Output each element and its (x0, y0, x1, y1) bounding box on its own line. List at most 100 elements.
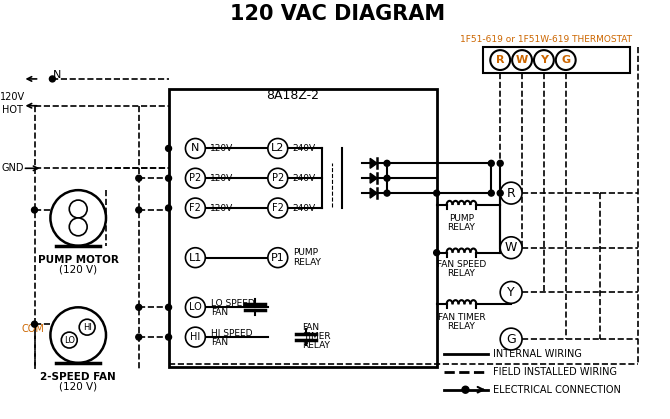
Text: FAN: FAN (303, 323, 320, 332)
Text: 240V: 240V (293, 204, 316, 212)
Circle shape (165, 334, 172, 340)
Text: PUMP: PUMP (293, 248, 318, 257)
Text: LO: LO (189, 302, 202, 312)
Text: FAN SPEED: FAN SPEED (437, 260, 486, 269)
Text: W: W (516, 55, 528, 65)
Circle shape (433, 250, 440, 256)
Circle shape (556, 50, 576, 70)
Circle shape (136, 304, 142, 310)
Text: R: R (507, 186, 515, 199)
Circle shape (384, 160, 390, 166)
Text: 120V: 120V (210, 204, 234, 212)
Circle shape (488, 160, 494, 166)
Text: R: R (496, 55, 505, 65)
Bar (169, 89, 437, 367)
Text: HI: HI (190, 332, 200, 342)
Text: 1F51-619 or 1F51W-619 THERMOSTAT: 1F51-619 or 1F51W-619 THERMOSTAT (460, 35, 632, 44)
Circle shape (31, 321, 38, 327)
Text: GND: GND (1, 163, 24, 173)
Text: PUMP MOTOR: PUMP MOTOR (38, 255, 119, 265)
Text: FAN TIMER: FAN TIMER (438, 313, 485, 322)
Text: COM: COM (21, 324, 44, 334)
Circle shape (136, 334, 142, 340)
Circle shape (165, 205, 172, 211)
Circle shape (31, 207, 38, 213)
Text: FAN: FAN (211, 308, 228, 317)
Text: W: W (505, 241, 517, 254)
Text: Y: Y (540, 55, 548, 65)
Text: LO: LO (64, 336, 75, 344)
Text: 240V: 240V (293, 174, 316, 183)
Text: 120V: 120V (0, 92, 25, 102)
Text: LO SPEED: LO SPEED (211, 299, 255, 308)
Circle shape (165, 304, 172, 310)
Text: N: N (52, 70, 61, 80)
Text: 8A18Z-2: 8A18Z-2 (266, 89, 319, 102)
Text: F2: F2 (190, 203, 201, 213)
Circle shape (497, 190, 503, 196)
Text: L1: L1 (189, 253, 202, 263)
Circle shape (50, 307, 106, 363)
Circle shape (268, 248, 287, 268)
Circle shape (512, 50, 532, 70)
Text: G: G (507, 333, 516, 346)
Text: Y: Y (507, 286, 515, 299)
Text: (120 V): (120 V) (59, 382, 97, 392)
Circle shape (268, 198, 287, 218)
Circle shape (50, 76, 56, 82)
Text: 240V: 240V (293, 144, 316, 153)
Text: RELAY: RELAY (293, 258, 320, 267)
Circle shape (186, 198, 205, 218)
Circle shape (165, 175, 172, 181)
Text: HOT: HOT (2, 105, 23, 115)
Text: FIELD INSTALLED WIRING: FIELD INSTALLED WIRING (493, 367, 617, 377)
Polygon shape (370, 173, 377, 183)
Text: P2: P2 (189, 173, 202, 183)
Circle shape (69, 218, 87, 236)
Circle shape (534, 50, 554, 70)
Text: P1: P1 (271, 253, 285, 263)
Text: 2-SPEED FAN: 2-SPEED FAN (40, 372, 116, 382)
Text: HI: HI (82, 323, 92, 332)
Text: N: N (191, 143, 200, 153)
Bar (483, 47, 630, 73)
Circle shape (268, 168, 287, 188)
Circle shape (488, 190, 494, 196)
Circle shape (384, 175, 390, 181)
Text: (120 V): (120 V) (59, 264, 97, 274)
Text: RELAY: RELAY (448, 322, 476, 331)
Circle shape (136, 207, 142, 213)
Polygon shape (370, 188, 377, 198)
Circle shape (500, 237, 522, 259)
Text: ELECTRICAL CONNECTION: ELECTRICAL CONNECTION (493, 385, 621, 395)
Text: RELAY: RELAY (448, 223, 476, 233)
Circle shape (500, 328, 522, 350)
Circle shape (490, 50, 510, 70)
Circle shape (79, 319, 95, 335)
Text: HI SPEED: HI SPEED (211, 328, 253, 338)
Text: 120V: 120V (210, 144, 234, 153)
Circle shape (136, 175, 142, 181)
Circle shape (50, 190, 106, 246)
Circle shape (165, 145, 172, 151)
Text: L2: L2 (271, 143, 285, 153)
Circle shape (384, 190, 390, 196)
Circle shape (433, 190, 440, 196)
Circle shape (186, 139, 205, 158)
Circle shape (462, 386, 469, 393)
Text: FAN: FAN (211, 338, 228, 347)
Circle shape (497, 160, 503, 166)
Circle shape (186, 168, 205, 188)
Polygon shape (370, 158, 377, 168)
Circle shape (186, 327, 205, 347)
Text: PUMP: PUMP (449, 215, 474, 223)
Circle shape (186, 248, 205, 268)
Text: RELAY: RELAY (303, 341, 330, 349)
Text: F2: F2 (272, 203, 283, 213)
Text: 120V: 120V (210, 174, 234, 183)
Text: TIMER: TIMER (303, 331, 330, 341)
Text: 120 VAC DIAGRAM: 120 VAC DIAGRAM (230, 4, 445, 24)
Circle shape (186, 297, 205, 317)
Circle shape (69, 200, 87, 218)
Text: P2: P2 (271, 173, 284, 183)
